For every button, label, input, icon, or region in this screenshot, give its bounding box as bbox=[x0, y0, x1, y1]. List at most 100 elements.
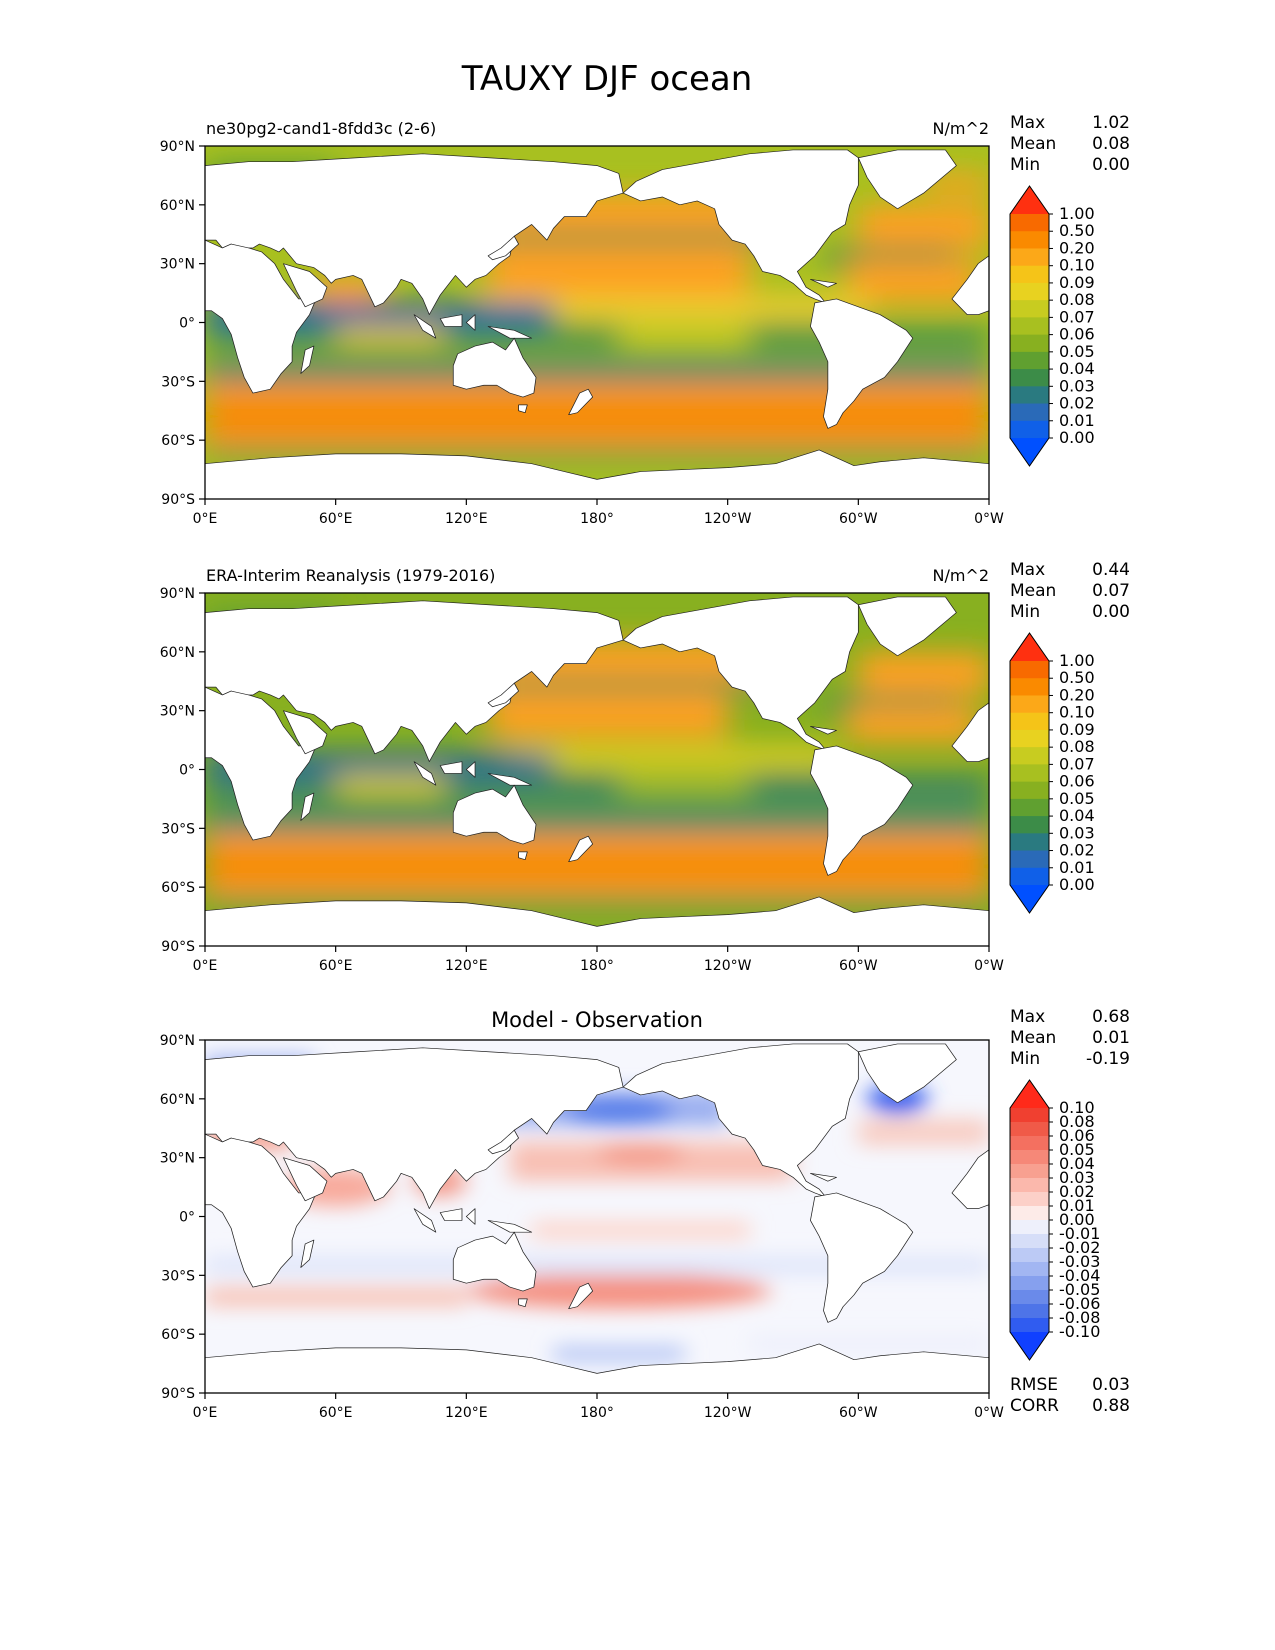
x-tick-label: 0°E bbox=[193, 958, 218, 974]
x-tick-label: 120°W bbox=[704, 958, 752, 974]
figure-title: TAUXY DJF ocean bbox=[461, 59, 753, 99]
y-tick-label: 90°S bbox=[161, 492, 195, 508]
stat-mean-label: Mean bbox=[1010, 1028, 1056, 1048]
colorbar-label: 0.01 bbox=[1059, 858, 1095, 877]
y-tick-label: 0° bbox=[179, 316, 195, 332]
x-tick-label: 0°W bbox=[974, 1405, 1004, 1421]
colorbar-segment bbox=[1010, 712, 1049, 731]
map-axes: 0°E 60°E 120°E 180° 120°W 60°W 0°W 90°N 60°N 30°N… bbox=[160, 139, 1004, 527]
colorbar-label: -0.02 bbox=[1059, 1238, 1100, 1257]
colorbar-label: 0.08 bbox=[1059, 737, 1095, 756]
metric-corr-label: CORR bbox=[1010, 1396, 1059, 1416]
colorbar-label: 0.00 bbox=[1059, 1210, 1095, 1229]
colorbar-label: 0.05 bbox=[1059, 789, 1095, 808]
panel-observation: ERA-Interim Reanalysis (1979-2016) N/m^2… bbox=[160, 560, 1130, 974]
stat-mean-label: Mean bbox=[1010, 581, 1056, 601]
x-tick-label: 0°E bbox=[193, 1405, 218, 1421]
colorbar-label: 0.01 bbox=[1059, 411, 1095, 430]
x-tick-label: 180° bbox=[580, 1405, 614, 1421]
colorbar-segment bbox=[1010, 678, 1049, 697]
stat-min-value: 0.00 bbox=[1092, 155, 1130, 175]
colorbar-label: 0.03 bbox=[1059, 823, 1095, 842]
y-tick-label: 30°N bbox=[160, 1151, 195, 1167]
y-tick-label: 60°S bbox=[161, 433, 195, 449]
colorbar-segment bbox=[1010, 1136, 1049, 1151]
colorbar-label: 0.06 bbox=[1059, 1126, 1095, 1145]
colorbar-segment bbox=[1010, 231, 1049, 250]
y-tick-label: 60°N bbox=[160, 198, 195, 214]
stat-max-value: 1.02 bbox=[1092, 113, 1130, 133]
colorbar-label: 0.20 bbox=[1059, 238, 1095, 257]
x-tick-label: 60°W bbox=[839, 511, 878, 527]
stat-mean-value: 0.01 bbox=[1092, 1028, 1130, 1048]
colorbar-label: -0.03 bbox=[1059, 1252, 1100, 1271]
stat-max-label: Max bbox=[1010, 560, 1045, 580]
x-tick-label: 60°W bbox=[839, 958, 878, 974]
y-tick-label: 90°S bbox=[161, 1386, 195, 1402]
stat-min-label: Min bbox=[1010, 1049, 1040, 1069]
y-tick-label: 60°S bbox=[161, 1327, 195, 1343]
map-field-model bbox=[205, 146, 989, 499]
colorbar-label: 0.09 bbox=[1059, 273, 1095, 292]
colorbar-segment bbox=[1010, 1276, 1049, 1291]
colorbar-segment bbox=[1010, 403, 1049, 422]
colorbar-segment bbox=[1010, 300, 1049, 318]
colorbar-segment bbox=[1010, 1304, 1049, 1319]
colorbar-segment bbox=[1010, 833, 1049, 852]
stat-max-label: Max bbox=[1010, 1007, 1045, 1027]
colorbar-label: 0.07 bbox=[1059, 307, 1095, 326]
stat-max-label: Max bbox=[1010, 113, 1045, 133]
colorbar-label: 0.10 bbox=[1059, 256, 1095, 275]
panel-units: N/m^2 bbox=[932, 119, 989, 138]
colorbar-label: 0.08 bbox=[1059, 1112, 1095, 1131]
colorbar-label: 1.00 bbox=[1059, 204, 1095, 223]
y-tick-label: 90°S bbox=[161, 939, 195, 955]
x-tick-label: 60°E bbox=[319, 958, 353, 974]
y-tick-label: 90°N bbox=[160, 139, 195, 155]
x-tick-label: 180° bbox=[580, 958, 614, 974]
stat-min-value: 0.00 bbox=[1092, 602, 1130, 622]
colorbar-label: -0.08 bbox=[1059, 1308, 1100, 1327]
colorbar-label: 0.05 bbox=[1059, 342, 1095, 361]
colorbar-segment bbox=[1010, 1318, 1049, 1333]
map-axes: 0°E 60°E 120°E 180° 120°W 60°W 0°W 90°N 60°N 30°N… bbox=[160, 1033, 1004, 1421]
x-tick-label: 120°E bbox=[445, 1405, 488, 1421]
y-tick-label: 0° bbox=[179, 763, 195, 779]
map-field-observation bbox=[205, 593, 989, 946]
stat-min-label: Min bbox=[1010, 155, 1040, 175]
colorbar-extend-bottom bbox=[1010, 1332, 1049, 1360]
colorbar-label: 1.00 bbox=[1059, 651, 1095, 670]
colorbar-segment bbox=[1010, 1122, 1049, 1137]
colorbar-segment bbox=[1010, 1164, 1049, 1179]
colorbar-segment bbox=[1010, 661, 1049, 679]
y-tick-label: 30°S bbox=[161, 821, 195, 837]
y-tick-label: 30°N bbox=[160, 704, 195, 720]
colorbar-segment bbox=[1010, 1192, 1049, 1207]
panel-difference: Model - Observation Max 0.68 Mean 0.01 M… bbox=[160, 1007, 1130, 1421]
colorbar-label: 0.04 bbox=[1059, 359, 1095, 378]
y-tick-label: 30°S bbox=[161, 374, 195, 390]
stat-min-value: -0.19 bbox=[1086, 1049, 1130, 1069]
stats-block: Max 0.68 Mean 0.01 Min -0.19 bbox=[1010, 1007, 1130, 1069]
stat-mean-label: Mean bbox=[1010, 134, 1056, 154]
x-tick-label: 0°W bbox=[974, 958, 1004, 974]
y-tick-label: 30°N bbox=[160, 257, 195, 273]
panel-title: Model - Observation bbox=[491, 1008, 703, 1032]
colorbar-segment bbox=[1010, 1248, 1049, 1263]
colorbar-label: 0.07 bbox=[1059, 754, 1095, 773]
colorbar-segment bbox=[1010, 695, 1049, 714]
metric-corr-value: 0.88 bbox=[1092, 1396, 1130, 1416]
colorbar: 1.000.500.200.100.090.080.070.060.050.04… bbox=[1009, 632, 1095, 914]
colorbar-extend-top bbox=[1010, 1080, 1049, 1108]
colorbar-segment bbox=[1010, 248, 1049, 267]
colorbar-segment bbox=[1010, 282, 1049, 301]
colorbar-label: 0.03 bbox=[1059, 376, 1095, 395]
panel-subtitle: ne30pg2-cand1-8fdd3c (2-6) bbox=[206, 119, 436, 138]
colorbar-segment bbox=[1010, 351, 1049, 370]
colorbar-label: -0.05 bbox=[1059, 1280, 1100, 1299]
metric-rmse-value: 0.03 bbox=[1092, 1375, 1130, 1395]
map-axes: 0°E 60°E 120°E 180° 120°W 60°W 0°W 90°N 60°N 30°N… bbox=[160, 586, 1004, 974]
x-tick-label: 120°W bbox=[704, 1405, 752, 1421]
colorbar-label: 0.00 bbox=[1059, 428, 1095, 447]
